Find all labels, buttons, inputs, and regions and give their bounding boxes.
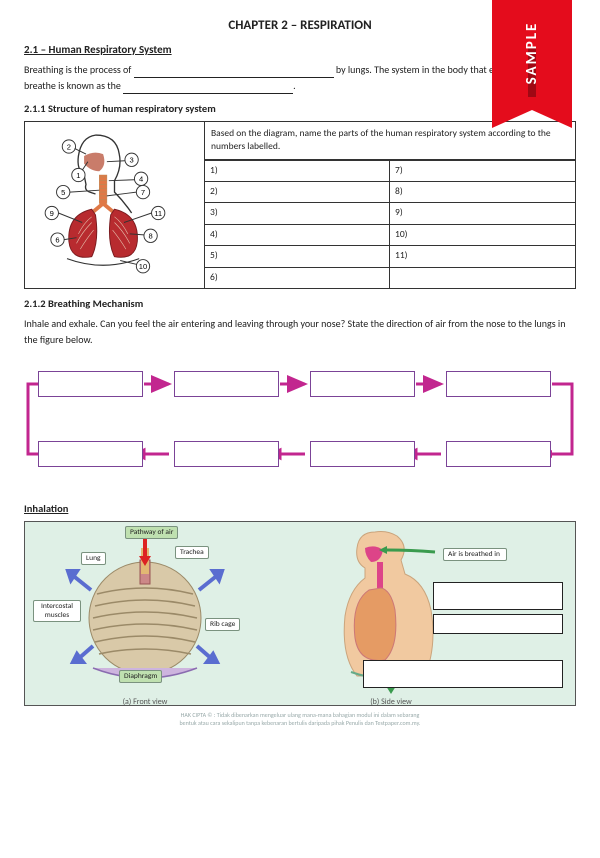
- svg-text:(a) Front view: (a) Front view: [123, 697, 168, 707]
- label-ribcage: Rib cage: [205, 618, 240, 631]
- label-intercostal: Intercostal muscles: [33, 600, 81, 622]
- svg-text:4: 4: [139, 175, 143, 184]
- flow-box-1[interactable]: [38, 371, 143, 397]
- svg-text:(b) Side view: (b) Side view: [370, 697, 412, 707]
- breathing-paragraph: Inhale and exhale. Can you feel the air …: [24, 316, 576, 348]
- svg-text:9: 9: [50, 209, 54, 218]
- flow-box-5[interactable]: [446, 441, 551, 467]
- svg-text:5: 5: [61, 188, 65, 197]
- svg-text:10: 10: [139, 262, 147, 271]
- cell-6[interactable]: 6): [205, 267, 390, 288]
- copyright-b: bentuk atau cara sekalipun tanpa kebenar…: [180, 719, 421, 727]
- para1-c: breathe is known as the: [24, 79, 123, 92]
- cell-11[interactable]: 11): [390, 245, 575, 266]
- flow-box-2[interactable]: [174, 371, 279, 397]
- label-airin: Air is breathed in: [443, 548, 507, 561]
- cell-2[interactable]: 2): [205, 181, 390, 202]
- label-pathway: Pathway of air: [125, 526, 178, 539]
- cell-4[interactable]: 4): [205, 224, 390, 245]
- inhalation-title: Inhalation: [24, 502, 576, 515]
- flow-box-7[interactable]: [174, 441, 279, 467]
- svg-text:3: 3: [129, 156, 133, 165]
- svg-text:11: 11: [154, 209, 162, 218]
- svg-text:7: 7: [141, 188, 145, 197]
- copyright-a: HAK CIPTA © : Tidak dibenarkan mengeluar…: [181, 711, 420, 719]
- svg-text:1: 1: [76, 171, 80, 180]
- parts-grid: 1) 7) 2) 8) 3) 9) 4) 10) 5) 11) 6): [205, 160, 575, 288]
- blank-2[interactable]: [123, 93, 293, 94]
- parts-table: 1 2 3 4 5 6 7 8 9 10 11: [24, 121, 576, 289]
- parts-answer-column: Based on the diagram, name the parts of …: [205, 122, 575, 288]
- label-lung: Lung: [81, 552, 106, 565]
- cell-5[interactable]: 5): [205, 245, 390, 266]
- svg-text:6: 6: [55, 235, 59, 244]
- flow-box-4[interactable]: [446, 371, 551, 397]
- respiratory-diagram: 1 2 3 4 5 6 7 8 9 10 11: [29, 126, 200, 281]
- section-2-1-2-title: 2.1.2 Breathing Mechanism: [24, 297, 576, 310]
- svg-text:8: 8: [148, 232, 152, 241]
- inh-answer-1[interactable]: [433, 582, 563, 610]
- flow-diagram: [24, 358, 576, 488]
- copyright: HAK CIPTA © : Tidak dibenarkan mengeluar…: [24, 712, 576, 728]
- cell-10[interactable]: 10): [390, 224, 575, 245]
- flow-box-8[interactable]: [38, 441, 143, 467]
- inh-answer-3[interactable]: [363, 660, 563, 688]
- sample-ribbon: SAMPLE: [492, 0, 572, 110]
- cell-9[interactable]: 9): [390, 202, 575, 223]
- inhalation-panel: (a) Front view (b) Side view Pathway of …: [24, 521, 576, 706]
- cell-1[interactable]: 1): [205, 160, 390, 181]
- cell-8[interactable]: 8): [390, 181, 575, 202]
- respiratory-diagram-cell: 1 2 3 4 5 6 7 8 9 10 11: [25, 122, 205, 288]
- blank-1[interactable]: [134, 77, 334, 78]
- flow-box-6[interactable]: [310, 441, 415, 467]
- para1-a: Breathing is the process of: [24, 63, 134, 76]
- cell-blank: [390, 267, 575, 288]
- cell-3[interactable]: 3): [205, 202, 390, 223]
- sample-text: SAMPLE: [523, 7, 541, 99]
- inh-answer-2[interactable]: [433, 614, 563, 634]
- svg-text:2: 2: [67, 142, 71, 151]
- label-trachea: Trachea: [175, 546, 209, 559]
- label-diaphragm: Diaphragm: [119, 670, 162, 683]
- cell-7[interactable]: 7): [390, 160, 575, 181]
- flow-box-3[interactable]: [310, 371, 415, 397]
